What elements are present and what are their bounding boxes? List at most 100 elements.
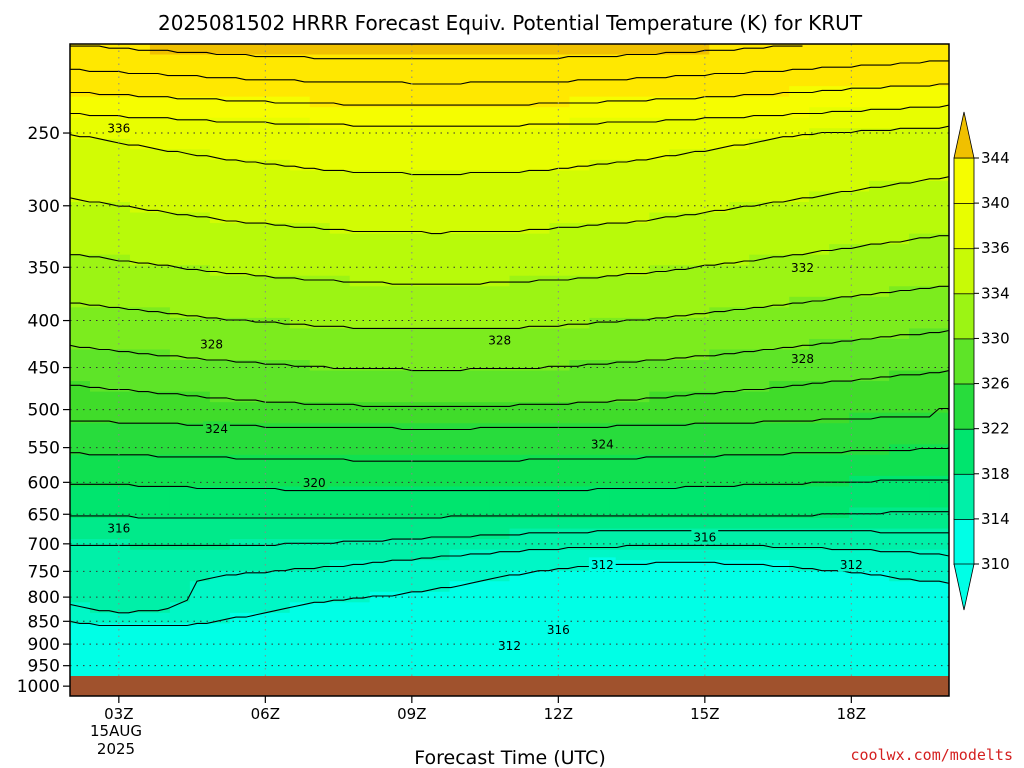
field-cell	[289, 539, 311, 551]
field-cell	[389, 465, 411, 477]
field-cell	[749, 296, 770, 308]
field-cell	[129, 180, 151, 193]
field-cell	[849, 307, 870, 319]
field-cell	[729, 444, 750, 456]
field-cell	[249, 360, 271, 372]
field-cell	[649, 117, 670, 129]
field-cell	[149, 486, 171, 498]
field-cell	[549, 381, 571, 393]
field-cell	[849, 223, 870, 235]
field-cell	[629, 591, 650, 603]
field-cell	[169, 475, 191, 488]
field-cell	[229, 233, 251, 245]
field-cell	[529, 212, 551, 224]
field-cell	[369, 602, 391, 614]
field-cell	[269, 338, 291, 351]
field-cell	[329, 233, 351, 245]
field-cell	[689, 307, 710, 319]
field-cell	[389, 444, 411, 456]
x-tick-label: 18Z	[837, 705, 866, 723]
field-cell	[629, 86, 650, 98]
field-cell	[929, 54, 949, 66]
field-cell	[169, 623, 191, 635]
field-cell	[329, 128, 351, 140]
field-cell	[329, 65, 351, 77]
field-cell	[869, 117, 890, 129]
field-cell	[129, 96, 151, 108]
field-cell	[109, 454, 131, 466]
field-cell	[70, 370, 91, 382]
field-cell	[149, 338, 171, 351]
field-cell	[849, 475, 870, 488]
field-cell	[709, 644, 730, 656]
field-cell	[549, 286, 571, 298]
field-cell	[409, 486, 431, 498]
field-cell	[929, 581, 949, 593]
field-cell	[649, 475, 670, 488]
field-cell	[489, 518, 511, 530]
field-cell	[829, 254, 850, 266]
field-cell	[549, 138, 571, 150]
field-cell	[889, 149, 910, 161]
field-cell	[649, 391, 670, 403]
field-cell	[309, 570, 331, 582]
field-cell	[809, 475, 830, 488]
field-cell	[709, 507, 730, 519]
field-cell	[529, 149, 551, 161]
field-cell	[229, 507, 251, 519]
field-cell	[449, 496, 471, 509]
field-cell	[349, 549, 371, 561]
field-cell	[669, 644, 690, 656]
field-cell	[909, 391, 930, 403]
field-cell	[509, 444, 531, 456]
field-cell	[789, 86, 810, 98]
field-cell	[149, 423, 171, 435]
field-cell	[809, 286, 830, 298]
field-cell	[489, 496, 511, 509]
field-cell	[569, 496, 591, 509]
field-cell	[489, 233, 511, 245]
field-cell	[709, 275, 730, 287]
field-cell	[269, 138, 291, 150]
field-cell	[729, 528, 750, 540]
field-cell	[469, 254, 491, 266]
field-cell	[109, 644, 131, 656]
field-cell	[789, 223, 810, 235]
field-cell	[709, 286, 730, 298]
field-cell	[489, 96, 511, 108]
field-cell	[249, 465, 271, 477]
field-cell	[909, 360, 930, 372]
field-cell	[389, 328, 411, 340]
field-cell	[849, 65, 870, 77]
field-cell	[89, 507, 111, 519]
field-cell	[929, 96, 949, 108]
field-cell	[789, 149, 810, 161]
field-cell	[929, 180, 949, 193]
field-cell	[909, 254, 930, 266]
field-cell	[329, 370, 351, 382]
contour-label-bg	[588, 437, 616, 451]
field-cell	[849, 444, 870, 456]
field-cell	[149, 328, 171, 340]
field-cell	[229, 633, 251, 646]
field-cell	[269, 423, 291, 435]
field-cell	[569, 138, 591, 150]
field-cell	[289, 244, 311, 256]
field-cell	[289, 423, 311, 435]
field-cell	[929, 507, 949, 519]
field-cell	[429, 159, 451, 172]
field-cell	[449, 54, 471, 66]
field-cell	[769, 560, 790, 572]
field-cell	[669, 338, 690, 351]
field-cell	[549, 86, 571, 98]
field-cell	[909, 423, 930, 435]
field-cell	[689, 465, 710, 477]
field-cell	[289, 591, 311, 603]
field-cell	[569, 212, 591, 224]
field-cell	[129, 265, 151, 277]
field-cell	[269, 307, 291, 319]
field-cell	[269, 117, 291, 129]
field-cell	[689, 212, 710, 224]
field-cell	[249, 44, 271, 56]
